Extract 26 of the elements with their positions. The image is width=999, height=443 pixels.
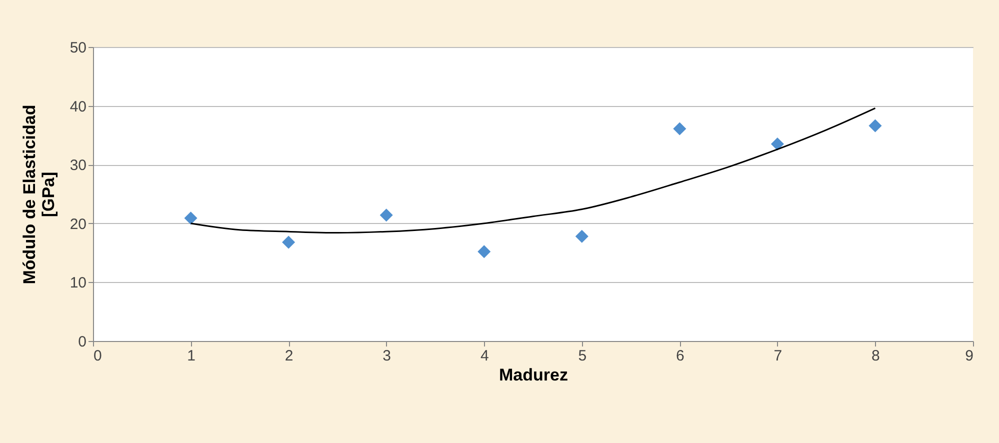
point xyxy=(868,119,882,132)
y-tick-label: 10 xyxy=(70,274,86,292)
point xyxy=(282,236,296,249)
point xyxy=(478,245,491,258)
x-axis-title: Madurez xyxy=(499,366,568,384)
point xyxy=(184,212,198,225)
x-tick-label: 5 xyxy=(578,348,587,364)
x-tick-label: 8 xyxy=(872,348,880,364)
x-tick-label: 0 xyxy=(94,348,102,364)
y-tick-label: 30 xyxy=(70,157,86,174)
point xyxy=(770,138,784,151)
x-tick-label: 2 xyxy=(284,348,294,364)
point xyxy=(673,122,686,136)
x-tick-label: 3 xyxy=(382,348,392,364)
point xyxy=(575,230,588,243)
point xyxy=(380,208,393,222)
y-tick-label: 40 xyxy=(70,98,86,116)
x-tick-label: 1 xyxy=(187,348,196,364)
x-tick-label: 4 xyxy=(480,348,489,364)
y-tick-label: 0 xyxy=(78,334,86,350)
y-tick-label: 20 xyxy=(70,216,86,233)
x-tick-label: 6 xyxy=(676,348,684,364)
x-tick-label: 7 xyxy=(774,348,782,364)
y-tick-label: 50 xyxy=(70,40,86,56)
x-tick-label: 9 xyxy=(965,348,974,364)
y-axis-title: Módulo de Elasticidad [GPa] xyxy=(20,104,58,284)
